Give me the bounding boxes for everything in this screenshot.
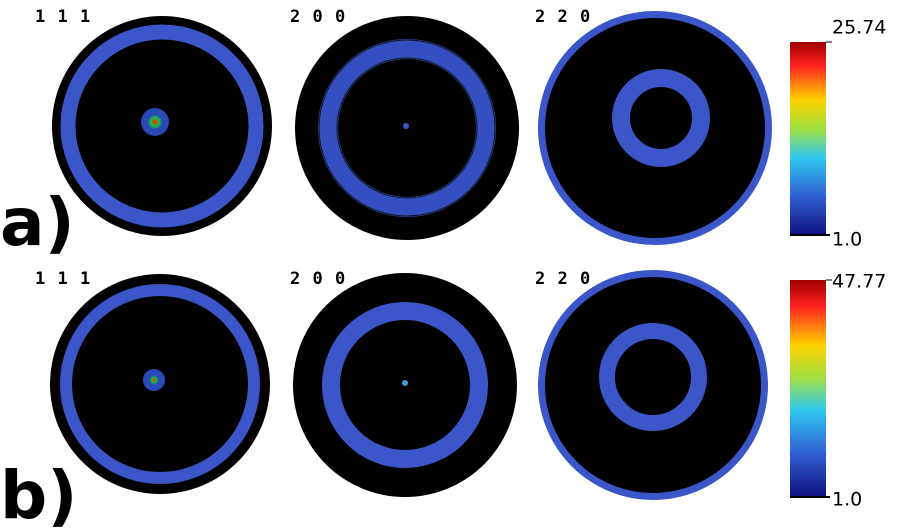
figure-label: 2 2 0 [535, 7, 591, 27]
row-a: 1 1 1 2 0 0 2 2 0 a) 25.74 1.0 [0, 7, 886, 261]
colorbar [790, 42, 826, 235]
panel-label: b) [0, 457, 77, 530]
pole-figure [50, 274, 270, 494]
colorbar-max: 47.77 [832, 271, 886, 293]
pole-figure [538, 11, 772, 245]
colorbar [790, 280, 826, 497]
figure-label: 1 1 1 [35, 7, 91, 27]
colorbar-min: 1.0 [832, 489, 862, 511]
figure-label: 2 0 0 [290, 269, 346, 289]
colorbar-max: 25.74 [832, 17, 886, 39]
figure-label: 1 1 1 [35, 269, 91, 289]
pole-figure [293, 273, 517, 497]
row-b: 1 1 1 2 0 0 2 2 0 b) 47.77 1.0 [0, 269, 886, 530]
pole-figure [52, 16, 272, 236]
colorbar-min: 1.0 [832, 229, 862, 251]
figure-label: 2 2 0 [535, 269, 591, 289]
pole-figure [538, 270, 768, 500]
panel-label: a) [0, 184, 75, 261]
pole-figure [295, 16, 519, 240]
figure-label: 2 0 0 [290, 7, 346, 27]
